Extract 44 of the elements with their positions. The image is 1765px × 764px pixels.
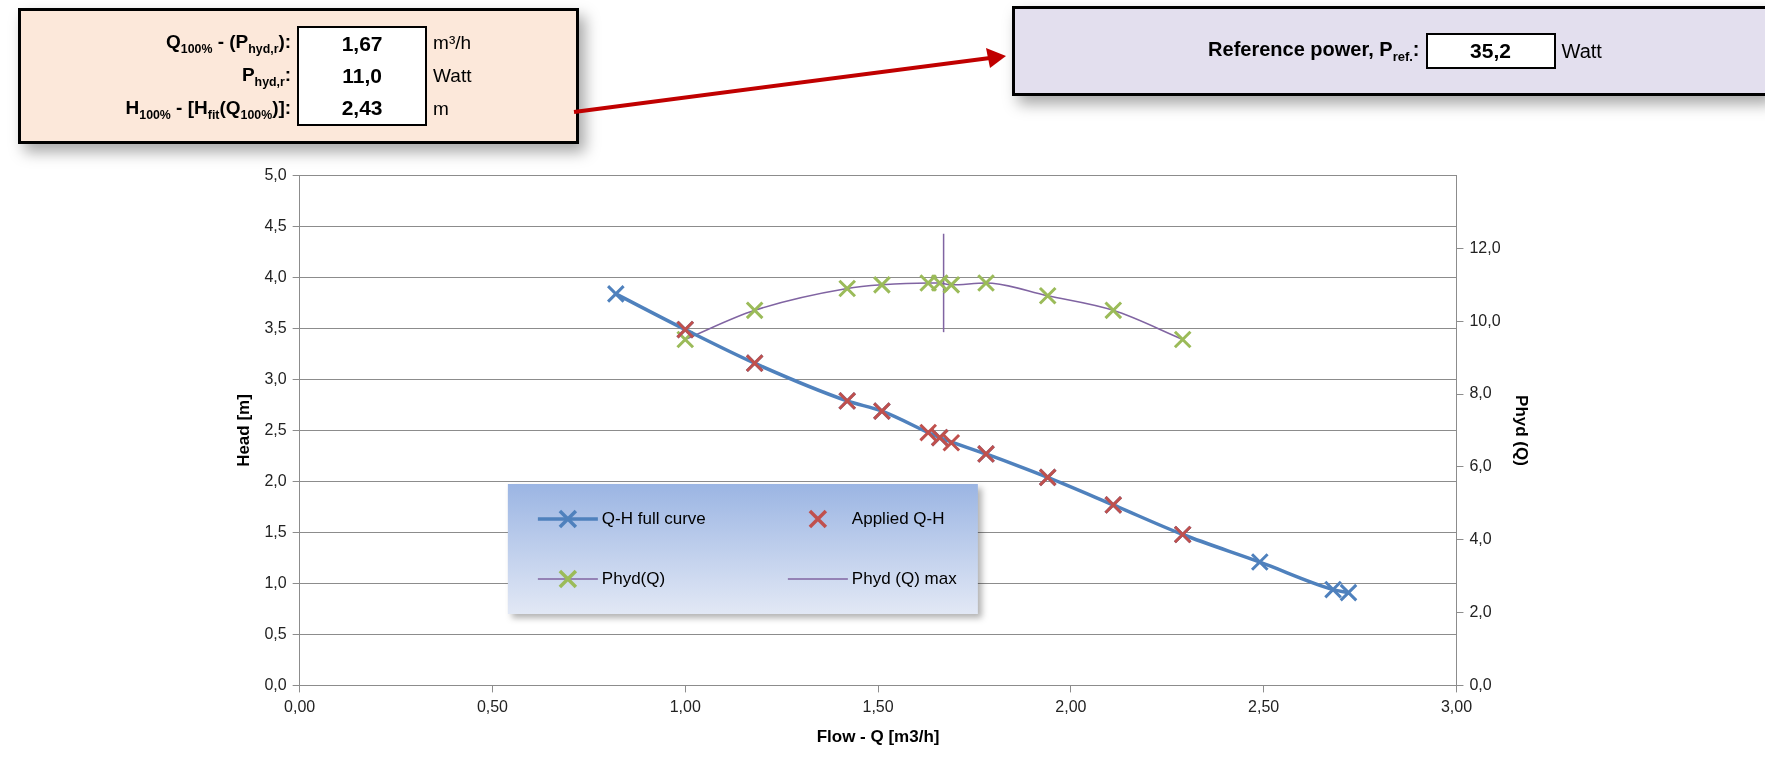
text: P$_{hyd,r}$: [240, 63, 292, 89]
legend-label: Q-H full curve [601, 508, 706, 528]
y-tick-label: 2,5 [264, 420, 287, 438]
y-tick-label: 1,5 [264, 522, 287, 540]
y-axis-title: Head [m] [233, 394, 253, 467]
text: Watt [1561, 39, 1603, 63]
text: Reference power, P$_{ref.}$: [1207, 38, 1420, 64]
y2-tick-label: 8,0 [1469, 384, 1492, 402]
text: Watt [433, 65, 473, 87]
y2-tick-label: 2,0 [1469, 602, 1492, 620]
x-tick-label: 1,00 [669, 698, 701, 716]
text: m [433, 98, 450, 120]
text: 35,2 [1425, 33, 1556, 69]
x-tick-label: 0,50 [476, 698, 509, 716]
x-tick-label: 0,00 [284, 698, 316, 716]
y2-axis-title: Phyd (Q) [1512, 395, 1532, 466]
y2-tick-label: 10,0 [1469, 311, 1501, 329]
y2-tick-label: 6,0 [1469, 457, 1492, 475]
y-tick-label: 3,0 [264, 369, 287, 387]
y-tick-label: 4,5 [264, 216, 287, 234]
text: Q$_{100%}$ - (P$_{hyd,r}$): [165, 30, 292, 56]
y-tick-label: 5,0 [264, 166, 287, 184]
y-tick-label: 1,0 [264, 573, 287, 591]
legend-label: Phyd(Q) [601, 568, 666, 588]
x-tick-label: 3,00 [1440, 698, 1473, 716]
x-tick-label: 1,50 [862, 698, 894, 716]
y-tick-label: 2,0 [264, 471, 287, 489]
text: 11,0 [297, 60, 428, 92]
y2-tick-label: 4,0 [1469, 530, 1492, 548]
y2-tick-label: 12,0 [1469, 238, 1501, 256]
legend-label: Applied Q-H [851, 508, 945, 528]
y-tick-label: 0,5 [264, 624, 287, 642]
y-tick-label: 3,5 [264, 318, 287, 336]
text: 2,43 [297, 92, 428, 126]
text: H$_{100%}$ - [H$_{fit}$(Q$_{100%}$)]: [124, 96, 292, 122]
x-tick-label: 2,00 [1055, 698, 1087, 716]
legend-label: Phyd (Q) max [851, 568, 958, 588]
y-tick-label: 4,0 [264, 267, 287, 285]
x-axis-title: Flow - Q [m3/h] [816, 727, 940, 747]
y-tick-label: 0,0 [264, 675, 287, 693]
text: m³/h [433, 32, 473, 54]
text: 1,67 [297, 26, 428, 60]
x-tick-label: 2,50 [1248, 698, 1280, 716]
y2-tick-label: 0,0 [1469, 675, 1492, 693]
